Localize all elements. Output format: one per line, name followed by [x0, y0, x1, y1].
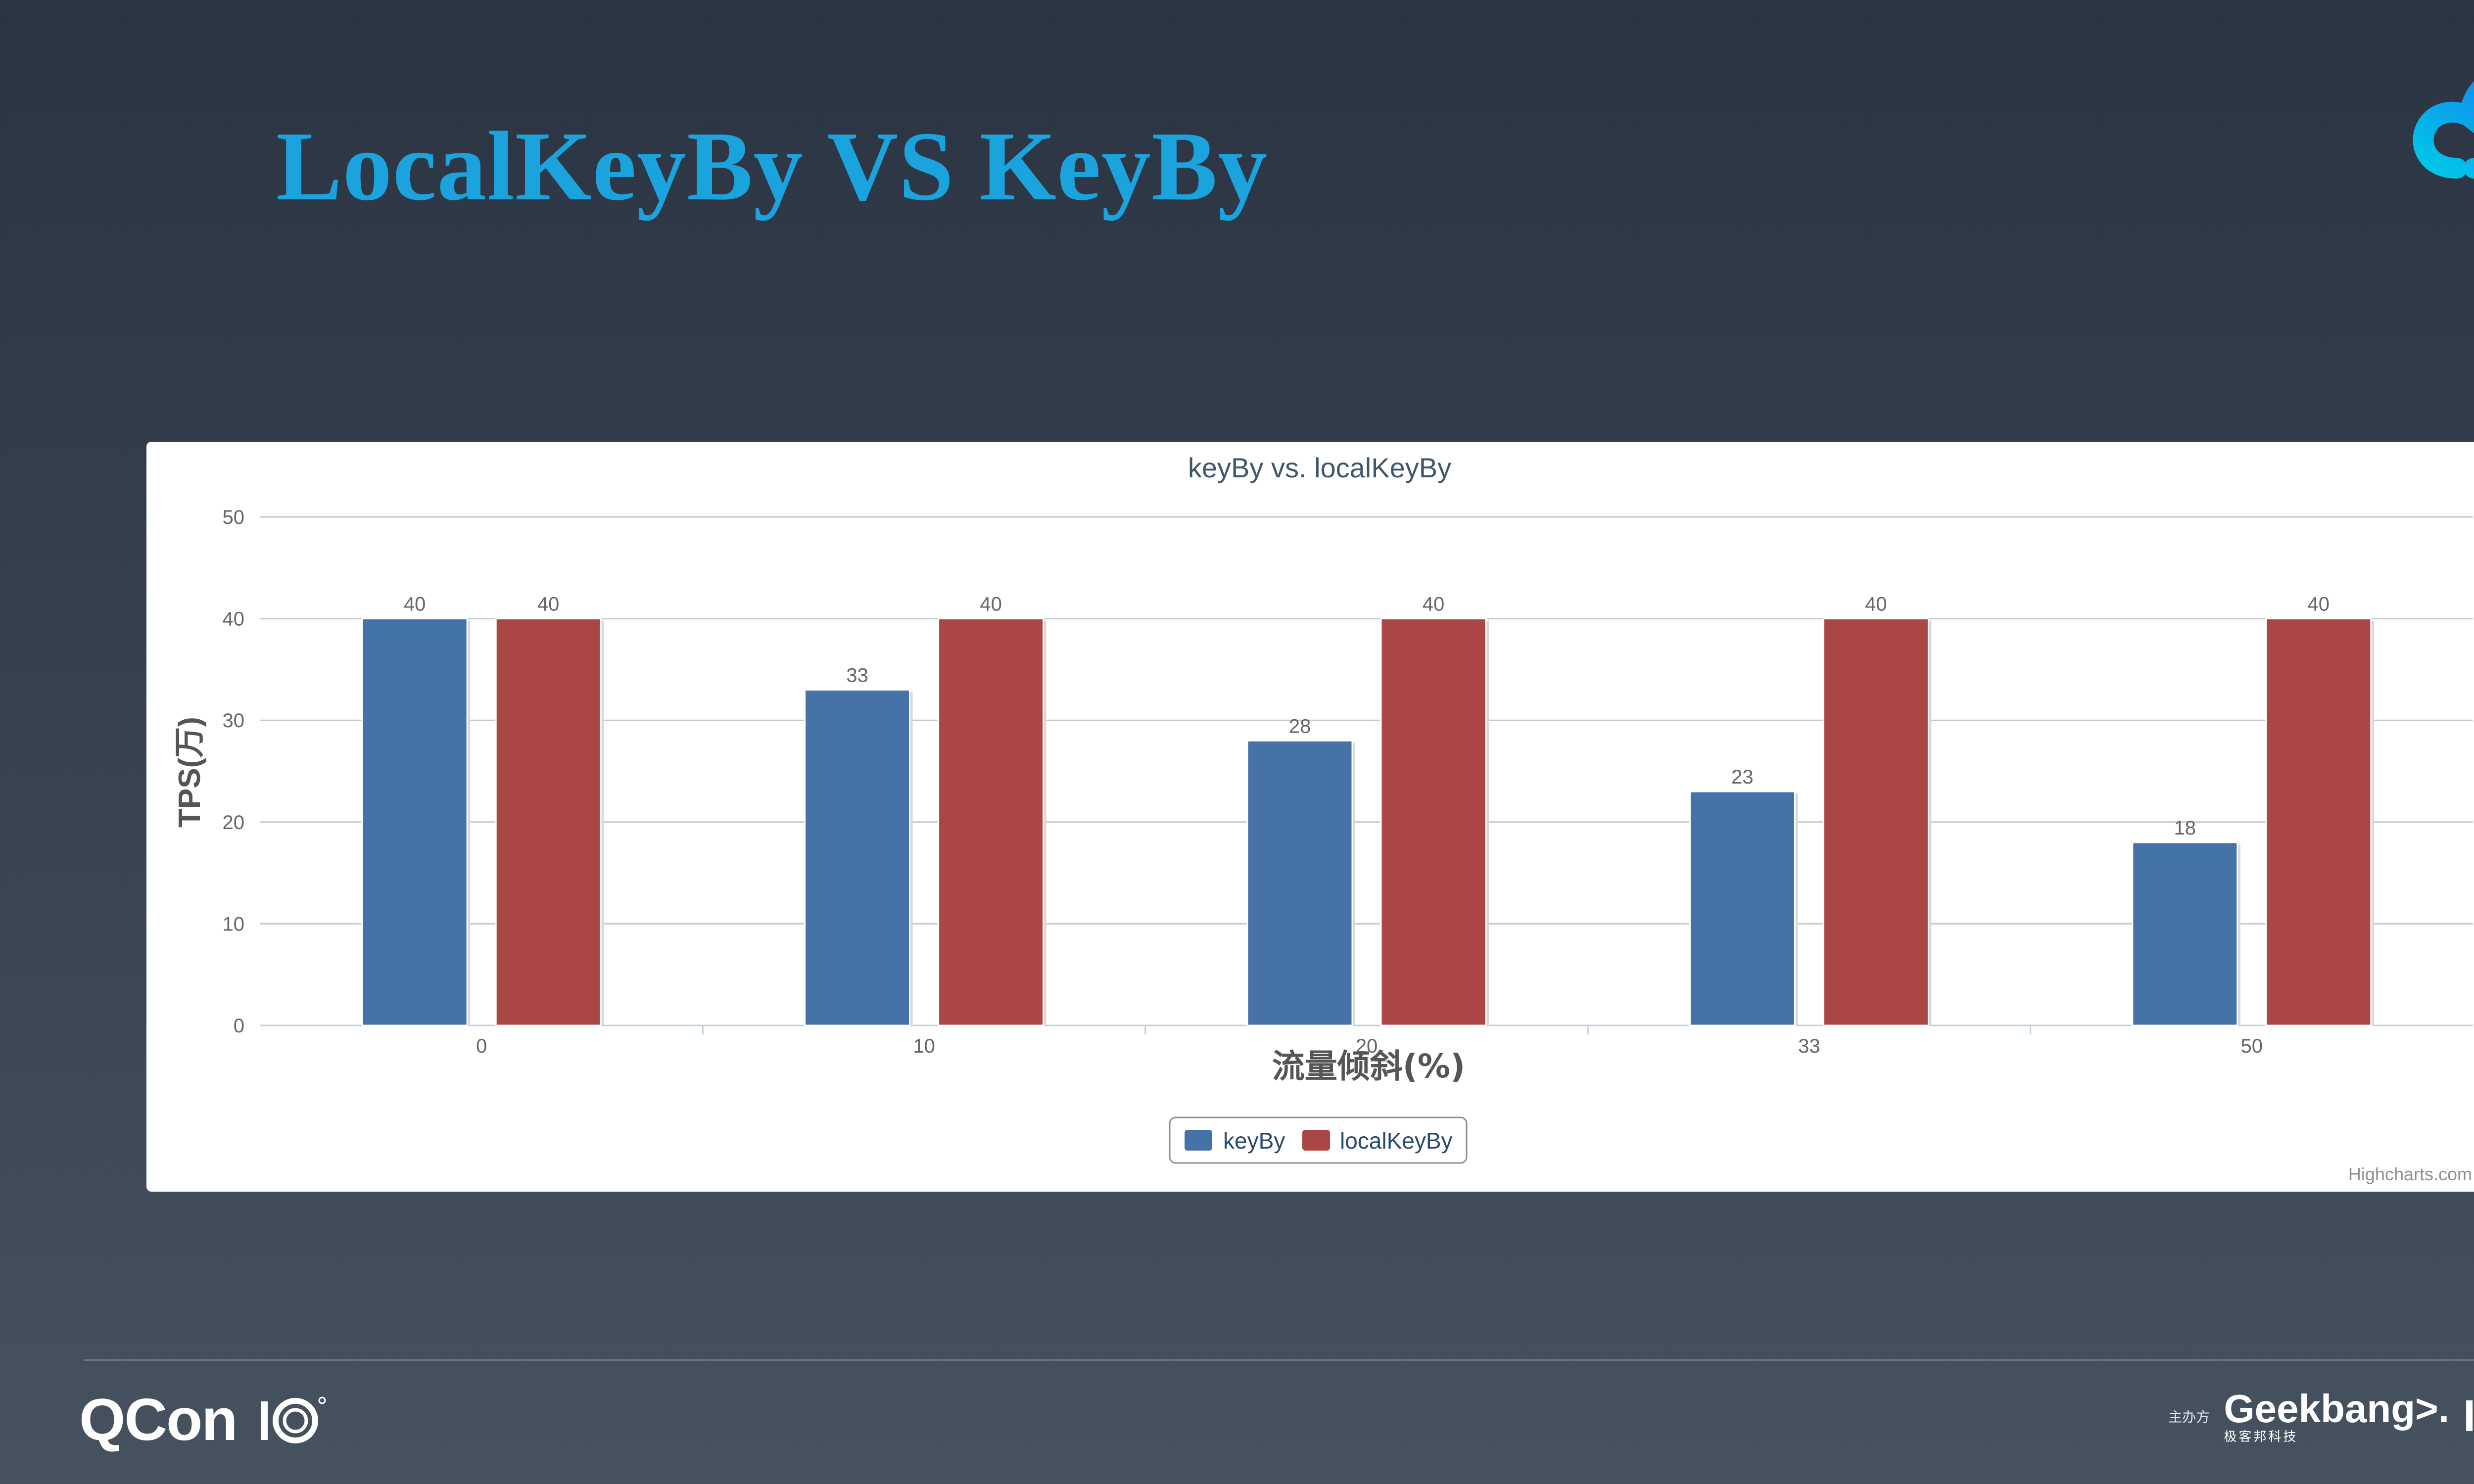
data-label: 40	[1423, 594, 1445, 615]
data-label: 18	[2174, 817, 2196, 839]
data-labels: 40 40 33 40 28 40 23 40 18 40	[404, 594, 2330, 839]
x-axis-ticks: 0 10 20 33 50	[476, 1025, 2263, 1057]
legend: keyBy localKeyBy	[1169, 1116, 1468, 1164]
x-tick-label: 33	[1798, 1035, 1820, 1057]
geekbang-logo-subtext: 极客邦科技	[2224, 1430, 2298, 1444]
y-tick-label: 10	[223, 913, 245, 935]
x-tick-label: 10	[913, 1035, 935, 1057]
y-tick-label: 50	[223, 507, 245, 528]
geekbang-logo: Geekbang>. 极客邦科技	[2224, 1387, 2450, 1444]
bar-localkeyby-33[interactable]	[1822, 618, 1929, 1026]
data-label: 33	[846, 665, 868, 687]
footer-divider	[84, 1359, 2474, 1361]
y-axis-ticks: 0 10 20 30 40 50	[223, 507, 245, 1037]
y-tick-label: 0	[234, 1015, 244, 1037]
y-axis-label: TPS(万)	[173, 717, 207, 828]
qcon-logo: QCon	[79, 1385, 331, 1454]
data-label: 40	[404, 594, 426, 615]
bar-localkeyby-50[interactable]	[2265, 618, 2372, 1026]
data-label: 40	[980, 594, 1002, 615]
data-label: 40	[1865, 594, 1887, 615]
y-tick-label: 20	[223, 812, 245, 834]
bar-keyby-20[interactable]	[1246, 740, 1353, 1026]
legend-label-localkeyby: localKeyBy	[1340, 1128, 1453, 1154]
y-tick-label: 40	[223, 608, 245, 630]
organizer-label: 主办方	[2168, 1409, 2210, 1425]
data-label: 40	[537, 594, 560, 615]
x-tick-label: 20	[1356, 1035, 1378, 1057]
legend-swatch-localkeyby	[1302, 1130, 1330, 1151]
x-tick-label: 0	[476, 1035, 487, 1057]
legend-item-keyby[interactable]: keyBy	[1185, 1128, 1285, 1154]
bar-keyby-10[interactable]	[804, 689, 911, 1026]
bar-localkeyby-10[interactable]	[938, 618, 1045, 1026]
data-label: 28	[1289, 715, 1311, 737]
cloud-logo-icon	[2400, 37, 2474, 186]
x-axis-label: 流量倾斜(%)	[1272, 1047, 1465, 1085]
bar-localkeyby-0[interactable]	[495, 618, 602, 1026]
footer-sponsors: 主办方 Geekbang>. 极客邦科技 InfoQ	[2168, 1387, 2474, 1444]
data-label: 40	[2308, 594, 2330, 615]
chart-title: keyBy vs. localKeyBy	[1188, 452, 1451, 483]
chart-card: keyBy vs. localKeyBy 0 10 20 30 40 50 TPS(万) …	[146, 442, 2474, 1192]
grid-lines	[260, 516, 2473, 1026]
infoq-logo: InfoQ	[2463, 1391, 2474, 1441]
bar-keyby-0[interactable]	[361, 618, 468, 1026]
bar-keyby-33[interactable]	[1689, 790, 1796, 1026]
chart-credits[interactable]: Highcharts.com	[2348, 1164, 2472, 1184]
bars	[361, 618, 2374, 1026]
geekbang-logo-text: Geekbang>.	[2224, 1387, 2450, 1431]
y-tick-label: 30	[223, 710, 245, 732]
x-tick-label: 50	[2241, 1035, 2263, 1057]
data-label: 23	[1731, 766, 1754, 788]
bar-localkeyby-20[interactable]	[1380, 618, 1487, 1026]
legend-label-keyby: keyBy	[1223, 1128, 1285, 1154]
bar-keyby-50[interactable]	[2132, 841, 2238, 1026]
legend-swatch-keyby	[1185, 1130, 1212, 1151]
legend-item-localkeyby[interactable]: localKeyBy	[1302, 1128, 1453, 1154]
qcon-logo-text: QCon	[79, 1387, 238, 1453]
slide-title: LocalKeyBy VS KeyBy	[276, 112, 1268, 221]
qcon-10th-icon	[260, 1396, 326, 1443]
